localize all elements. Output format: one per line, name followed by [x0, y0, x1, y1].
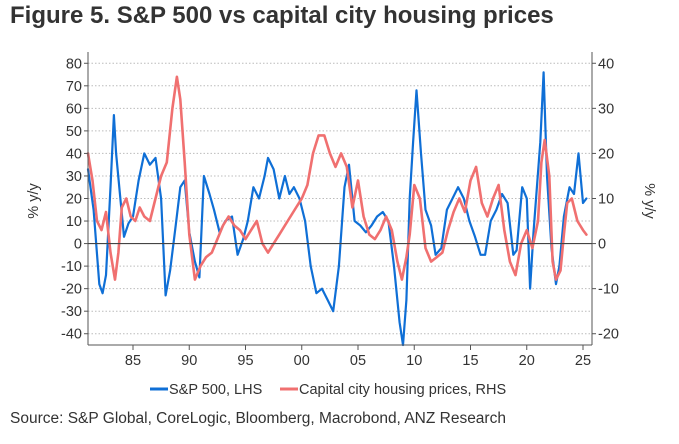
tick-layer: 80 70 60 50 40 30 20 10 0 -10 -20 -30 -40 40 30 20 10 0 -1…	[61, 56, 619, 369]
y-tick-label-right: 0	[598, 237, 606, 253]
y-tick-label-left: -20	[61, 282, 82, 298]
y-tick-label-right: 20	[598, 146, 614, 162]
y-tick-label-right: -20	[598, 327, 619, 343]
y-tick-label-left: 70	[66, 79, 82, 95]
x-tick-label: 95	[237, 353, 253, 369]
y-tick-label-left: 30	[66, 169, 82, 185]
x-tick-label: 90	[181, 353, 197, 369]
y-tick-label-left: 0	[74, 237, 82, 253]
x-tick-label: 05	[350, 353, 366, 369]
y-axis-label-right: % y/y	[641, 183, 657, 219]
series-layer	[86, 71, 588, 347]
series-line-housing	[86, 75, 588, 281]
x-tick-label: 85	[125, 353, 141, 369]
x-tick-label: 10	[406, 353, 422, 369]
y-tick-label-left: 80	[66, 56, 82, 72]
x-tick-label: 25	[575, 353, 591, 369]
series-line-sp500	[86, 71, 588, 347]
chart-title: Figure 5. S&P 500 vs capital city housin…	[10, 2, 554, 29]
legend-label-sp500: S&P 500, LHS	[169, 382, 262, 398]
legend-label-housing: Capital city housing prices, RHS	[299, 382, 506, 398]
x-tick-label: 20	[519, 353, 535, 369]
y-tick-label-right: 30	[598, 101, 614, 117]
y-tick-label-left: 60	[66, 101, 82, 117]
legend: S&P 500, LHS Capital city housing prices…	[150, 382, 506, 398]
y-tick-label-right: 10	[598, 192, 614, 208]
x-tick-label: 00	[294, 353, 310, 369]
y-tick-label-left: 20	[66, 192, 82, 208]
y-tick-label-right: 40	[598, 56, 614, 72]
y-tick-label-left: 10	[66, 214, 82, 230]
y-tick-label-left: -10	[61, 259, 82, 275]
y-tick-label-left: -30	[61, 304, 82, 320]
x-tick-label: 15	[462, 353, 478, 369]
y-tick-label-right: -10	[598, 282, 619, 298]
grid-layer	[88, 62, 592, 335]
y-tick-label-left: 40	[66, 146, 82, 162]
source-note: Source: S&P Global, CoreLogic, Bloomberg…	[10, 410, 506, 427]
y-tick-label-left: -40	[61, 327, 82, 343]
y-axis-label-left: % y/y	[26, 183, 42, 219]
y-tick-label-left: 50	[66, 124, 82, 140]
